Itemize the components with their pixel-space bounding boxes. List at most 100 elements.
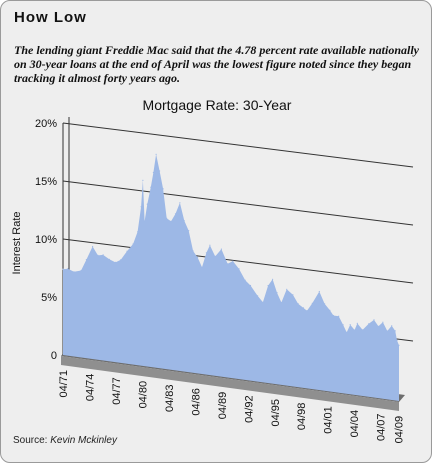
x-tick-label: 04/89: [217, 392, 229, 420]
data-point: [329, 309, 331, 311]
data-point: [286, 288, 288, 290]
data-point: [262, 301, 264, 303]
headline: How Low: [14, 9, 87, 26]
x-tick-label: 04/98: [296, 403, 308, 431]
x-tick-label: 04/07: [376, 414, 388, 442]
data-point: [179, 202, 181, 204]
data-point: [214, 255, 216, 257]
data-point: [356, 322, 358, 324]
data-point: [306, 310, 308, 312]
data-point: [120, 259, 122, 261]
y-axis-title: Interest Rate: [11, 212, 23, 275]
data-point: [183, 220, 185, 222]
data-point: [144, 220, 146, 222]
data-point: [338, 315, 340, 317]
data-point: [342, 324, 344, 326]
x-tick-label: 04/95: [270, 399, 282, 427]
x-tick-label: 04/83: [164, 385, 176, 413]
x-tick-label: 04/09: [393, 416, 405, 444]
data-point: [150, 186, 152, 188]
x-tick-label: 04/74: [85, 374, 97, 402]
data-point: [373, 319, 375, 321]
data-point: [280, 301, 282, 304]
data-point: [354, 329, 356, 331]
data-point: [302, 307, 304, 309]
data-point: [324, 303, 326, 305]
gridline: [62, 238, 414, 284]
data-point: [162, 188, 164, 190]
data-point: [197, 256, 199, 258]
y-tick-label: 0: [51, 350, 57, 362]
x-tick-label: 04/01: [323, 406, 335, 434]
data-point: [80, 269, 82, 272]
y-tick-label: 10%: [35, 234, 57, 246]
data-point: [332, 314, 334, 317]
data-point: [142, 179, 144, 181]
gridline: [62, 180, 414, 226]
source-credit: Kevin Mckinley: [50, 435, 117, 446]
data-point: [97, 254, 99, 256]
data-point: [209, 244, 211, 246]
data-point: [126, 250, 128, 252]
data-point: [114, 261, 117, 263]
data-point: [244, 279, 246, 281]
data-point: [394, 330, 396, 332]
data-point: [92, 245, 94, 248]
data-point: [292, 294, 294, 296]
data-point: [311, 302, 313, 304]
dek-paragraph: The lending giant Freddie Mac said that …: [14, 43, 419, 85]
source-line: Source: Kevin Mckinley: [13, 435, 117, 446]
data-point: [238, 268, 240, 270]
data-point: [267, 285, 269, 287]
x-tick-label: 04/86: [190, 388, 202, 416]
x-tick-label: 04/04: [349, 410, 361, 438]
data-point: [349, 324, 351, 326]
data-point: [137, 231, 139, 233]
data-point: [159, 170, 161, 172]
data-point: [108, 258, 110, 260]
data-point: [146, 203, 148, 205]
chart-area-group: [62, 153, 400, 401]
data-point: [391, 325, 393, 327]
data-point: [318, 290, 320, 293]
data-point: [188, 230, 190, 232]
data-point: [220, 248, 222, 250]
x-tick-label: 04/71: [58, 370, 70, 398]
x-tick-labels: 04/71 04/74 04/77 04/80 04/83 04/86 04/89 04/92…: [58, 370, 405, 443]
y-tick-label: 5%: [41, 292, 57, 304]
x-tick-label: 04/92: [243, 395, 255, 423]
data-point: [386, 330, 388, 332]
gridline: [62, 122, 414, 168]
data-point: [132, 243, 134, 245]
data-point: [272, 278, 274, 280]
data-point: [362, 329, 364, 331]
data-point: [227, 263, 229, 265]
data-point: [396, 339, 398, 341]
data-point: [73, 271, 75, 273]
data-point: [155, 153, 157, 155]
data-point: [166, 217, 168, 219]
data-point: [382, 321, 384, 323]
y-tick-labels: 0 5% 10% 15% 20%: [35, 118, 57, 362]
data-point: [398, 344, 400, 346]
data-point: [201, 266, 203, 268]
data-point: [102, 254, 104, 256]
data-point: [62, 268, 64, 270]
data-point: [140, 206, 142, 208]
data-point: [152, 171, 154, 174]
y-tick-label: 20%: [35, 118, 57, 130]
data-point: [377, 325, 379, 327]
x-tick-label: 04/77: [111, 377, 123, 405]
data-point: [257, 295, 259, 297]
data-point: [232, 260, 234, 262]
data-point: [297, 303, 299, 305]
data-point: [67, 268, 69, 270]
data-point: [170, 220, 172, 222]
data-point: [368, 323, 370, 325]
data-point: [85, 259, 87, 261]
chart-floor-front: [61, 356, 399, 411]
data-point: [249, 284, 252, 287]
data-point: [205, 252, 207, 254]
